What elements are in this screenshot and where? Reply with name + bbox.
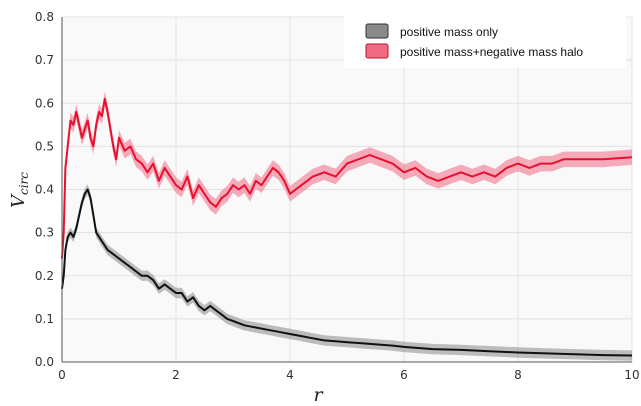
x-tick-label: 2 xyxy=(172,368,180,382)
legend-label-positive-mass-only: positive mass only xyxy=(400,25,498,39)
series-line-0 xyxy=(61,188,633,357)
x-tick-label: 0 xyxy=(58,368,66,382)
y-tick-label: 0.5 xyxy=(35,139,54,153)
legend-box xyxy=(344,16,626,68)
y-axis-label-main: V xyxy=(8,193,29,208)
legend: positive mass only positive mass+negativ… xyxy=(344,16,626,68)
x-tick-label: 6 xyxy=(400,368,408,382)
y-tick-label: 0.7 xyxy=(35,53,54,67)
x-tick-label: 10 xyxy=(624,368,639,382)
legend-swatch-positive-mass-negative-mass-halo xyxy=(365,43,389,59)
y-tick-label: 0.2 xyxy=(35,269,54,283)
y-tick-label: 0.1 xyxy=(35,312,54,326)
x-tick-label: 8 xyxy=(514,368,522,382)
series-lines xyxy=(61,97,633,357)
tick-labels: 0 2 4 6 8 10 0.0 0.1 0.2 0.3 0.4 0.5 0.6 0.7 0.8 xyxy=(35,10,640,382)
y-axis-label: Vcirc xyxy=(8,172,31,208)
series-band-1 xyxy=(62,91,632,267)
y-tick-label: 0.6 xyxy=(35,96,54,110)
axes xyxy=(61,17,632,363)
legend-label-positive-mass-negative-mass-halo: positive mass+negative mass halo xyxy=(400,45,583,59)
y-tick-label: 0.0 xyxy=(35,355,54,369)
y-tick-label: 0.8 xyxy=(35,10,54,24)
x-tick-label: 4 xyxy=(286,368,294,382)
y-axis-label-subscript: circ xyxy=(17,172,31,195)
legend-swatch-positive-mass-only xyxy=(365,23,389,39)
series-line-1 xyxy=(61,97,633,259)
y-tick-label: 0.4 xyxy=(35,183,54,197)
y-tick-label: 0.3 xyxy=(35,226,54,240)
confidence-bands xyxy=(62,91,632,361)
x-axis-label: r xyxy=(313,384,324,406)
